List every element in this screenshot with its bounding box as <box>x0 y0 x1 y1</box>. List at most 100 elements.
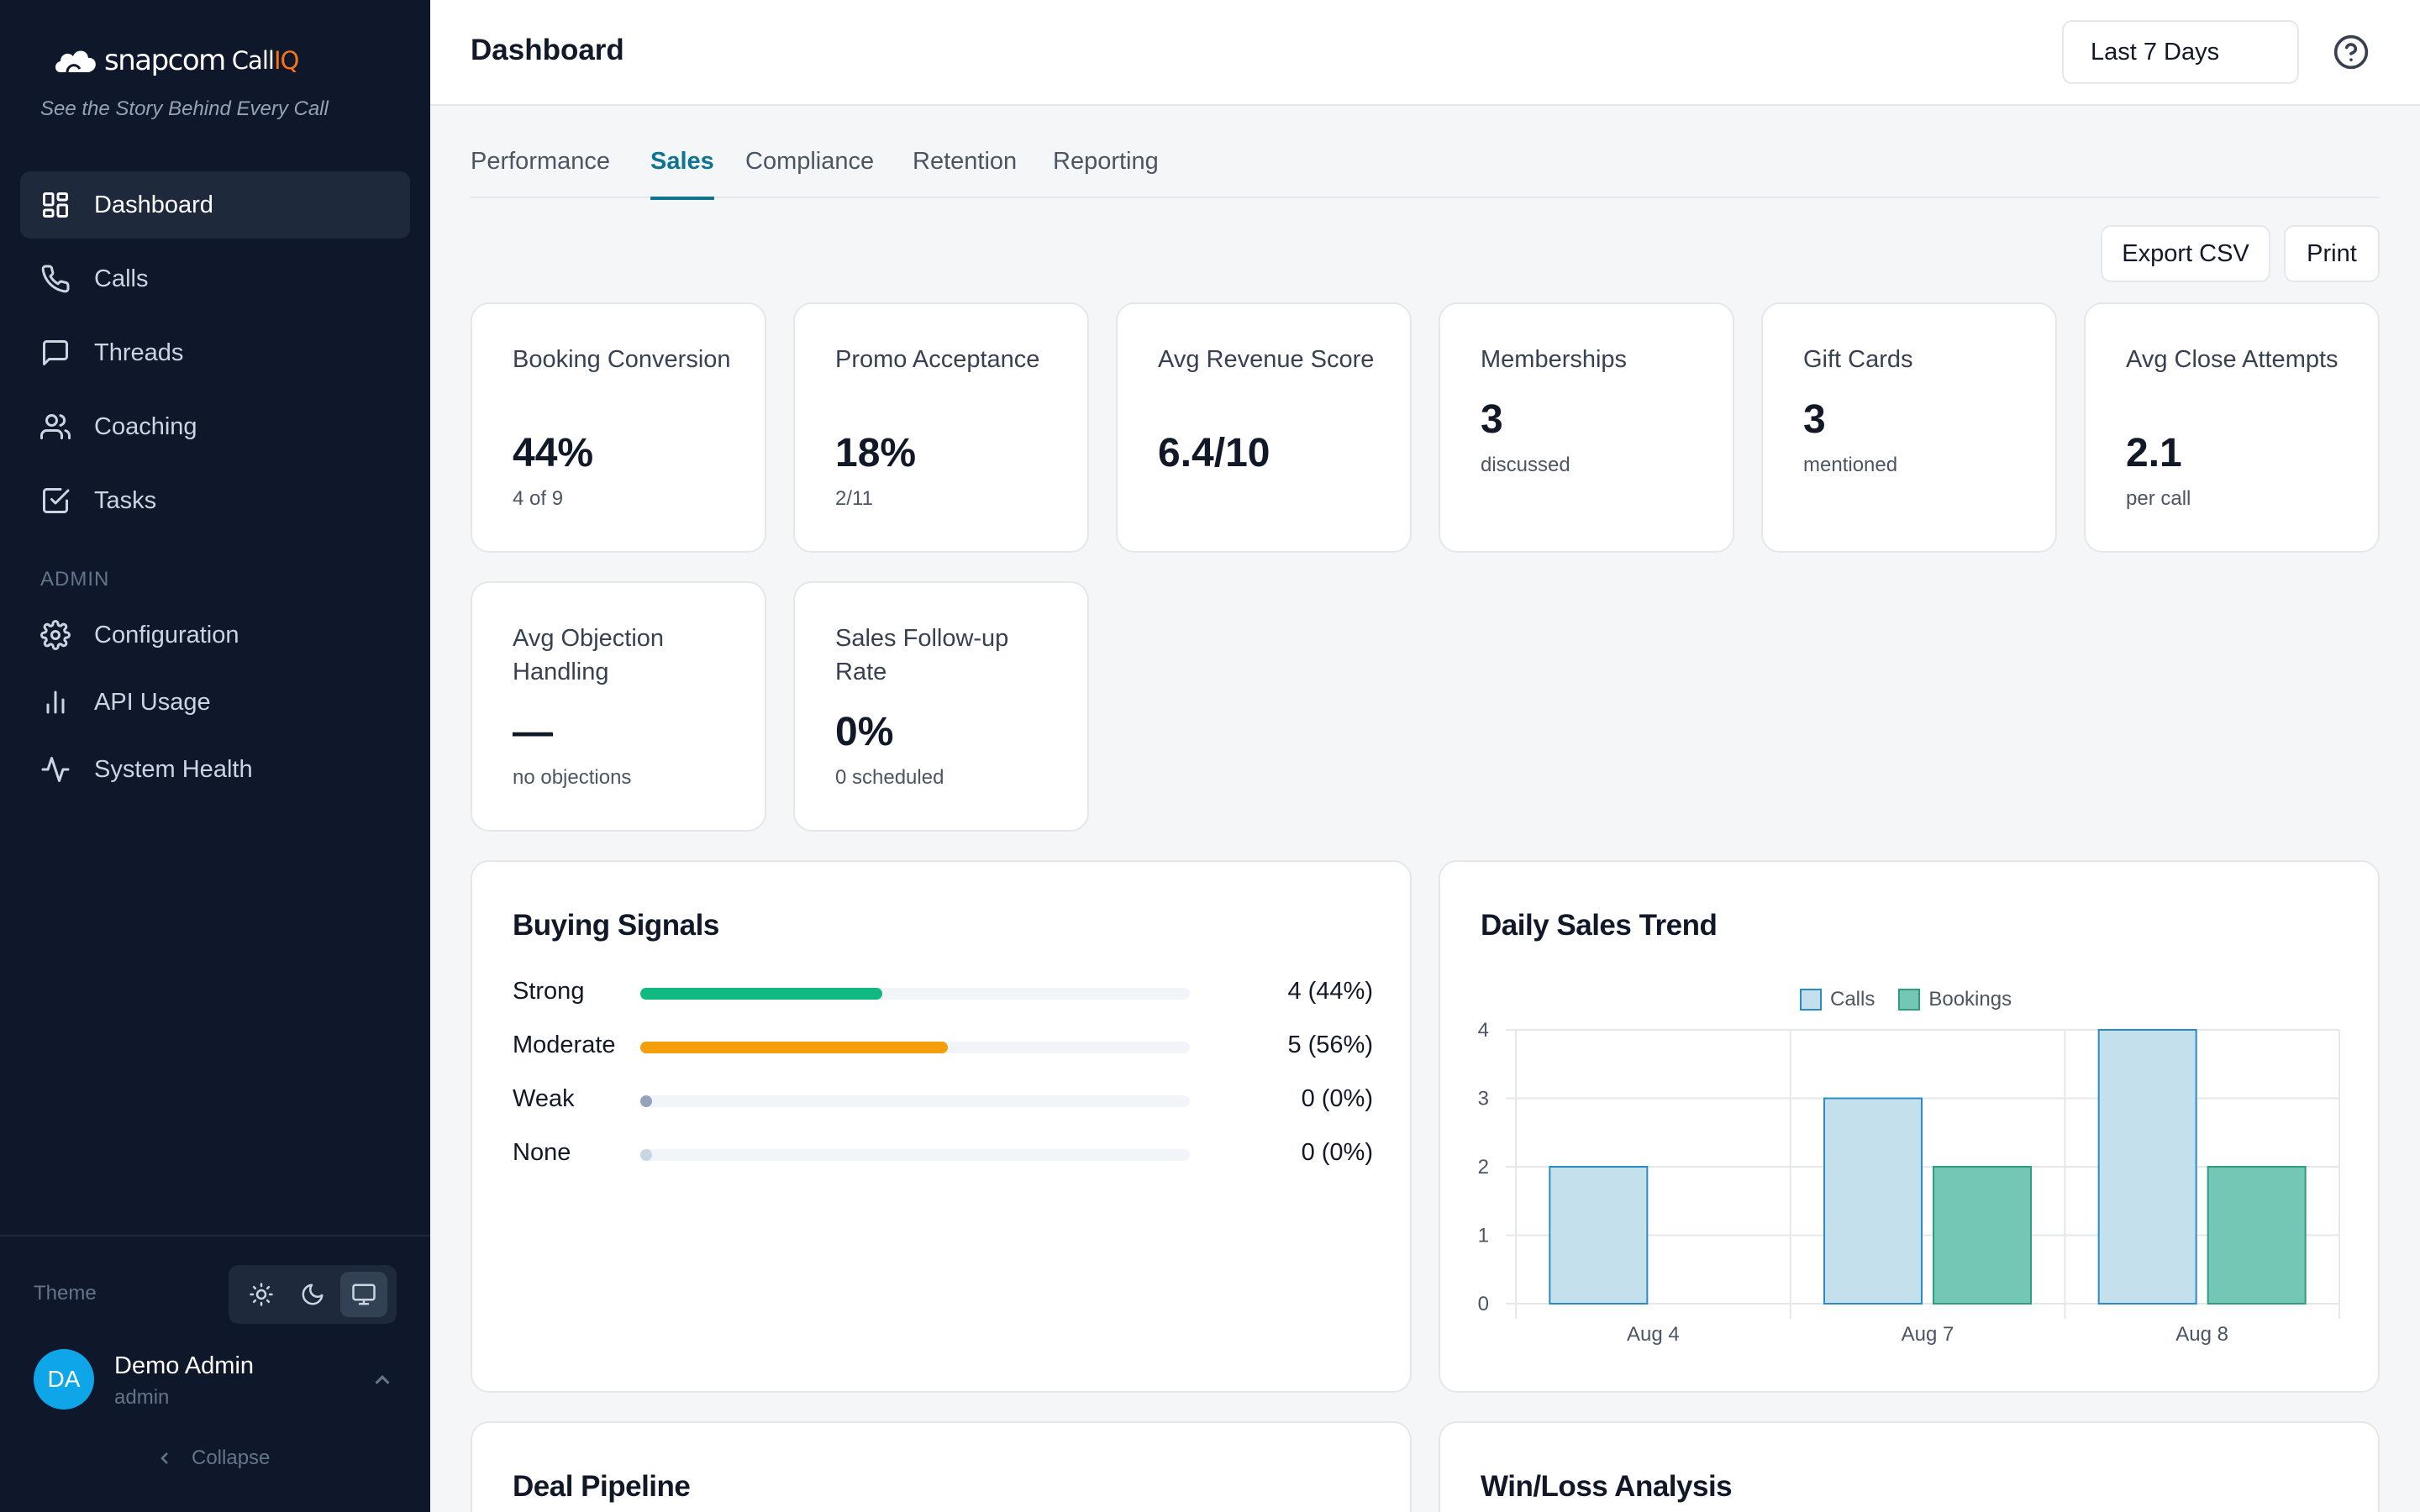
kpi-value: 3 <box>1481 397 1503 442</box>
kpi-label: Sales Follow-up Rate <box>835 625 1009 685</box>
sidebar-footer <box>0 1235 430 1512</box>
kpi-value: 0% <box>835 710 894 754</box>
signal-row-strong: Strong 4 (44%) <box>513 976 1373 1010</box>
print-button[interactable]: Print <box>2284 225 2380 282</box>
kpi-label: Gift Cards <box>1803 346 1913 373</box>
signal-value: 4 (44%) <box>1287 978 1373 1005</box>
tab-compliance[interactable]: Compliance <box>745 148 875 175</box>
bar-calls-aug-8 <box>2097 1029 2197 1305</box>
kpi-subtext: 4 of 9 <box>513 487 564 510</box>
signal-label: Weak <box>513 1085 575 1112</box>
signal-row-weak: Weak 0 (0%) <box>513 1084 1373 1117</box>
kpi-booking-conversion: Booking Conversion 44% 4 of 9 <box>471 302 766 553</box>
dashboard-grid-icon <box>39 188 72 222</box>
kpi-subtext: 0 scheduled <box>835 766 944 789</box>
sidebar: snapcom Call IQ See the Story Behind Ever… <box>0 0 430 1512</box>
signal-label: None <box>513 1139 571 1166</box>
theme-light-button[interactable] <box>238 1272 285 1317</box>
signal-bar-track <box>640 1042 1190 1053</box>
sidebar-item-configuration[interactable]: Configuration <box>20 601 410 669</box>
kpi-avg-close-attempts: Avg Close Attempts 2.1 per call <box>2084 302 2380 553</box>
signal-row-moderate: Moderate 5 (56%) <box>513 1030 1373 1063</box>
kpi-label: Memberships <box>1481 346 1628 373</box>
avatar[interactable]: DA <box>34 1349 94 1410</box>
sidebar-item-calls[interactable]: Calls <box>20 245 410 312</box>
brand-logo[interactable]: snapcom Call IQ <box>52 40 299 81</box>
theme-label: Theme <box>34 1282 97 1305</box>
sidebar-item-label: Threads <box>94 339 184 366</box>
phone-icon <box>39 262 72 296</box>
sidebar-item-system-health[interactable]: System Health <box>20 736 410 803</box>
kpi-sales-follow-up-rate: Sales Follow-up Rate 0% 0 scheduled <box>793 581 1089 832</box>
bar-calls-aug-7 <box>1823 1097 1923 1305</box>
kpi-memberships: Memberships 3 discussed <box>1439 302 1734 553</box>
kpi-subtext: per call <box>2126 487 2191 510</box>
tab-performance[interactable]: Performance <box>471 148 611 175</box>
check-square-icon <box>39 484 72 517</box>
chevron-left-icon <box>160 1452 168 1464</box>
theme-system-button[interactable] <box>340 1272 388 1317</box>
date-range-select[interactable]: Last 7 Days <box>2062 20 2299 84</box>
users-icon <box>39 410 72 444</box>
user-menu-toggle[interactable] <box>370 1368 395 1393</box>
top-bar: Dashboard Last 7 Days <box>430 0 2420 106</box>
kpi-subtext: no objections <box>513 766 632 789</box>
sidebar-item-threads[interactable]: Threads <box>20 319 410 386</box>
sidebar-item-label: Configuration <box>94 621 239 648</box>
kpi-promo-acceptance: Promo Acceptance 18% 2/11 <box>793 302 1089 553</box>
kpi-label: Promo Acceptance <box>835 346 1040 373</box>
kpi-label: Booking Conversion <box>513 346 731 373</box>
collapse-sidebar-button[interactable]: Collapse <box>155 1446 270 1470</box>
product-name-call: Call <box>231 46 275 75</box>
kpi-label: Avg Revenue Score <box>1158 346 1375 373</box>
x-tick-label: Aug 8 <box>2175 1323 2228 1346</box>
export-csv-button[interactable]: Export CSV <box>2101 225 2270 282</box>
signal-bar-track <box>640 1095 1190 1107</box>
kpi-value: 2.1 <box>2126 431 2182 475</box>
kpi-value: 44% <box>513 431 594 475</box>
buying-signals-panel: Buying Signals Strong 4 (44%) Moderate 5… <box>471 860 1412 1393</box>
tab-sales[interactable]: Sales <box>650 148 714 200</box>
dashboard-tabs: Performance Sales Compliance Retention R… <box>471 148 2380 200</box>
sidebar-item-label: System Health <box>94 755 253 783</box>
kpi-avg-revenue-score: Avg Revenue Score 6.4/10 <box>1116 302 1412 553</box>
sidebar-item-label: Coaching <box>94 412 197 440</box>
sidebar-item-coaching[interactable]: Coaching <box>20 393 410 460</box>
sidebar-item-api-usage[interactable]: API Usage <box>20 669 410 736</box>
moon-icon <box>302 1284 324 1305</box>
kpi-label: Avg Objection Handling <box>513 625 665 685</box>
help-button[interactable] <box>2333 34 2370 71</box>
bar-calls-aug-4 <box>1549 1166 1649 1305</box>
cloud-logo-icon <box>55 50 96 73</box>
x-tick-label: Aug 4 <box>1627 1323 1680 1346</box>
x-tick-label: Aug 7 <box>1902 1323 1954 1346</box>
y-tick-label: 2 <box>1478 1156 1489 1179</box>
theme-switcher <box>229 1265 397 1324</box>
page-title: Dashboard <box>471 34 624 66</box>
user-role: admin <box>114 1386 170 1409</box>
signal-bar-fill <box>640 1095 652 1107</box>
legend-label-calls: Calls <box>1830 988 1876 1011</box>
product-name-iq: IQ <box>273 46 299 75</box>
sidebar-item-tasks[interactable]: Tasks <box>20 467 410 534</box>
legend-label-bookings: Bookings <box>1928 988 2012 1011</box>
panel-title: Buying Signals <box>513 909 719 942</box>
signal-row-none: None 0 (0%) <box>513 1137 1373 1171</box>
kpi-value: 3 <box>1803 397 1826 442</box>
gear-icon <box>39 618 72 652</box>
panel-title: Daily Sales Trend <box>1481 909 1718 942</box>
tab-reporting[interactable]: Reporting <box>1053 148 1159 175</box>
sidebar-item-dashboard[interactable]: Dashboard <box>20 171 410 239</box>
signal-bar-fill <box>640 1042 948 1053</box>
bar-chart-icon <box>39 685 72 719</box>
sidebar-item-label: Dashboard <box>94 191 213 218</box>
admin-section-label: ADMIN <box>40 568 110 591</box>
kpi-gift-cards: Gift Cards 3 mentioned <box>1761 302 2057 553</box>
theme-dark-button[interactable] <box>289 1272 336 1317</box>
signal-bar-track <box>640 988 1190 1000</box>
y-tick-label: 4 <box>1478 1019 1489 1042</box>
kpi-value: 6.4/10 <box>1158 431 1270 475</box>
tab-retention[interactable]: Retention <box>913 148 1018 175</box>
sidebar-item-label: API Usage <box>94 688 211 716</box>
brand-tagline: See the Story Behind Every Call <box>40 97 329 120</box>
